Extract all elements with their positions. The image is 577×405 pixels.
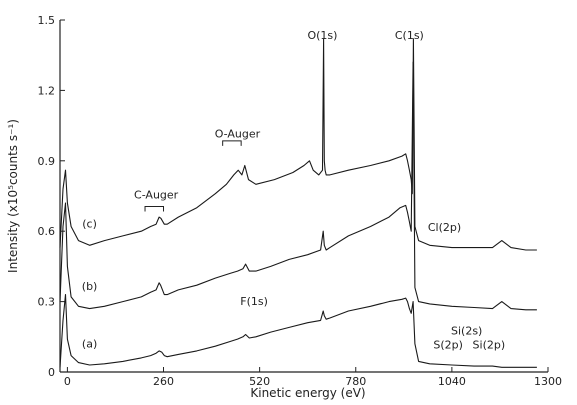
peak-annotations: O(1s) C(1s) O-Auger C-Auger F(1s) Cl(2p) Si(2s…	[134, 29, 505, 352]
x-axis-ticks: 0 260 520 780 1040 1300	[64, 367, 562, 388]
trace-label: (a)	[82, 337, 97, 350]
y-axis-title: Intensity (x10⁵counts s⁻¹)	[6, 119, 20, 273]
spectrum-trace	[59, 38, 537, 251]
spectrum-trace	[59, 294, 537, 368]
auger-brackets	[144, 140, 242, 212]
y-tick-label: 1.2	[38, 84, 56, 97]
peak-annotation: Si(2p)	[473, 339, 506, 352]
x-tick-label: 0	[64, 375, 71, 388]
trace-label: (c)	[82, 218, 97, 231]
x-tick-label: 260	[153, 375, 174, 388]
peak-annotation: Si(2s)	[451, 324, 482, 337]
auger-bracket	[222, 140, 242, 146]
trace-labels: (a) (b) (c)	[82, 218, 98, 351]
peak-annotation: Cl(2p)	[428, 221, 461, 234]
y-tick-label: 1.5	[38, 14, 56, 27]
peak-annotation: S(2p)	[433, 339, 463, 352]
peak-annotation: C-Auger	[134, 188, 179, 201]
peak-annotation: O-Auger	[215, 127, 261, 140]
spectrum-trace	[59, 61, 537, 311]
peak-annotation: C(1s)	[395, 29, 424, 42]
x-tick-label: 520	[249, 375, 270, 388]
x-axis-title: Kinetic energy (eV)	[250, 386, 365, 400]
y-tick-label: 0.9	[38, 155, 56, 168]
auger-bracket	[144, 206, 165, 212]
y-tick-label: 0	[48, 366, 55, 379]
spectrum-traces	[59, 38, 537, 368]
y-tick-label: 0.6	[38, 225, 56, 238]
y-tick-label: 0.3	[38, 296, 56, 309]
x-tick-label: 780	[345, 375, 366, 388]
y-axis-ticks: 0 0.3 0.6 0.9 1.2 1.5	[38, 14, 65, 379]
x-tick-label: 1040	[438, 375, 466, 388]
trace-label: (b)	[82, 280, 98, 293]
peak-annotation: O(1s)	[307, 29, 337, 42]
peak-annotation: F(1s)	[240, 295, 268, 308]
x-tick-label: 1300	[534, 375, 562, 388]
